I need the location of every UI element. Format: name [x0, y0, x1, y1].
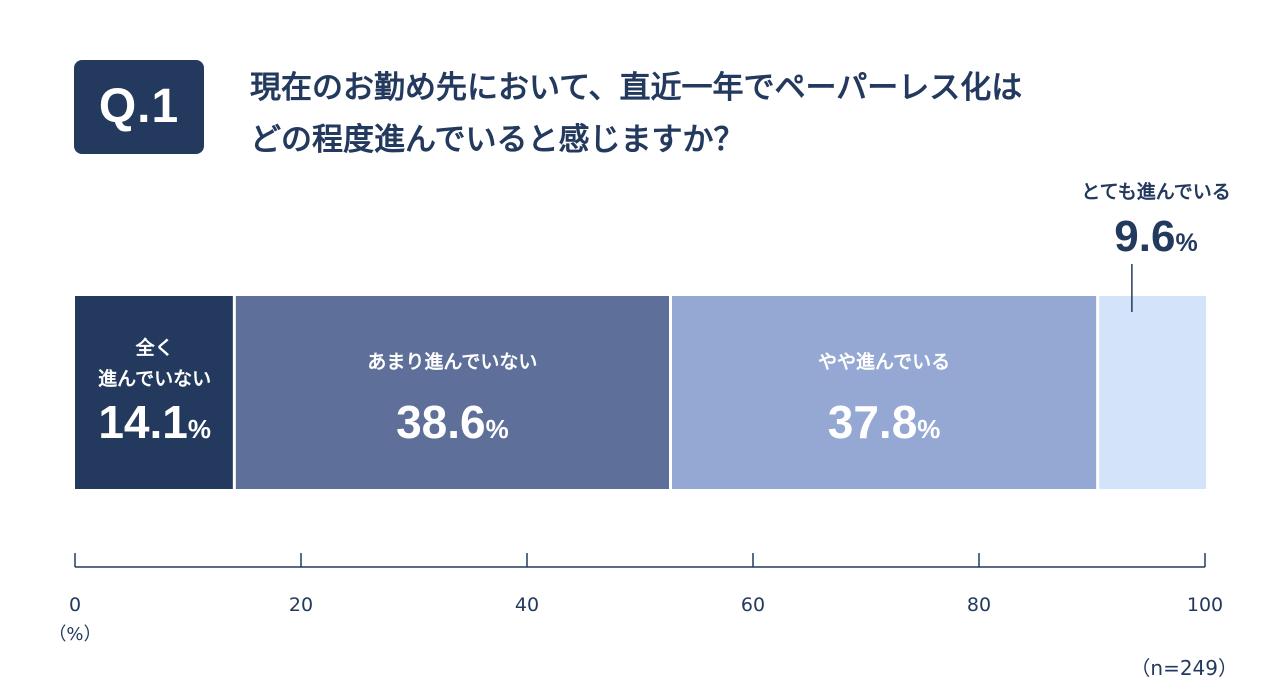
sample-size-note: （n=249）	[1130, 656, 1238, 680]
question-line-2: どの程度進んでいると感じますか？	[250, 122, 745, 158]
bar-segment-4	[1099, 296, 1207, 489]
bar-segment-value-1: 14.1%	[98, 396, 211, 448]
x-axis-tick-label-80: 80	[967, 594, 991, 616]
bar-segment-label-1: 進んでいない	[98, 368, 211, 390]
bar-segment-label-4: とても進んでいる	[1081, 181, 1231, 203]
question-line-1: 現在のお勤め先において、直近一年でペーパーレス化は	[250, 70, 1023, 106]
x-axis-tick-label-100: 100	[1187, 594, 1223, 616]
bar-segment-3	[672, 296, 1097, 489]
x-axis-tick-label-20: 20	[289, 594, 313, 616]
x-axis-tick-label-0: 0	[69, 594, 81, 616]
question-title: 現在のお勤め先において、直近一年でペーパーレス化は どの程度進んでいると感じます…	[250, 62, 1210, 166]
bar-segment-value-4: 9.6%	[1114, 212, 1197, 261]
x-axis-unit-label: （%）	[48, 624, 101, 645]
bar-segment-label-2: あまり進んでいない	[367, 351, 537, 373]
bar-segment-label-3: やや進んでいる	[818, 351, 950, 373]
bar-segment-value-3: 37.8%	[828, 396, 941, 448]
x-axis-tick-label-40: 40	[515, 594, 539, 616]
bar-segment-label-1: 全く	[135, 336, 174, 359]
bar-segment-2	[235, 296, 670, 489]
bar-segment-value-2: 38.6%	[396, 396, 509, 448]
bar-segment-1	[75, 296, 233, 489]
x-axis-tick-label-60: 60	[741, 594, 765, 616]
question-number-badge: Q.1	[74, 60, 204, 154]
